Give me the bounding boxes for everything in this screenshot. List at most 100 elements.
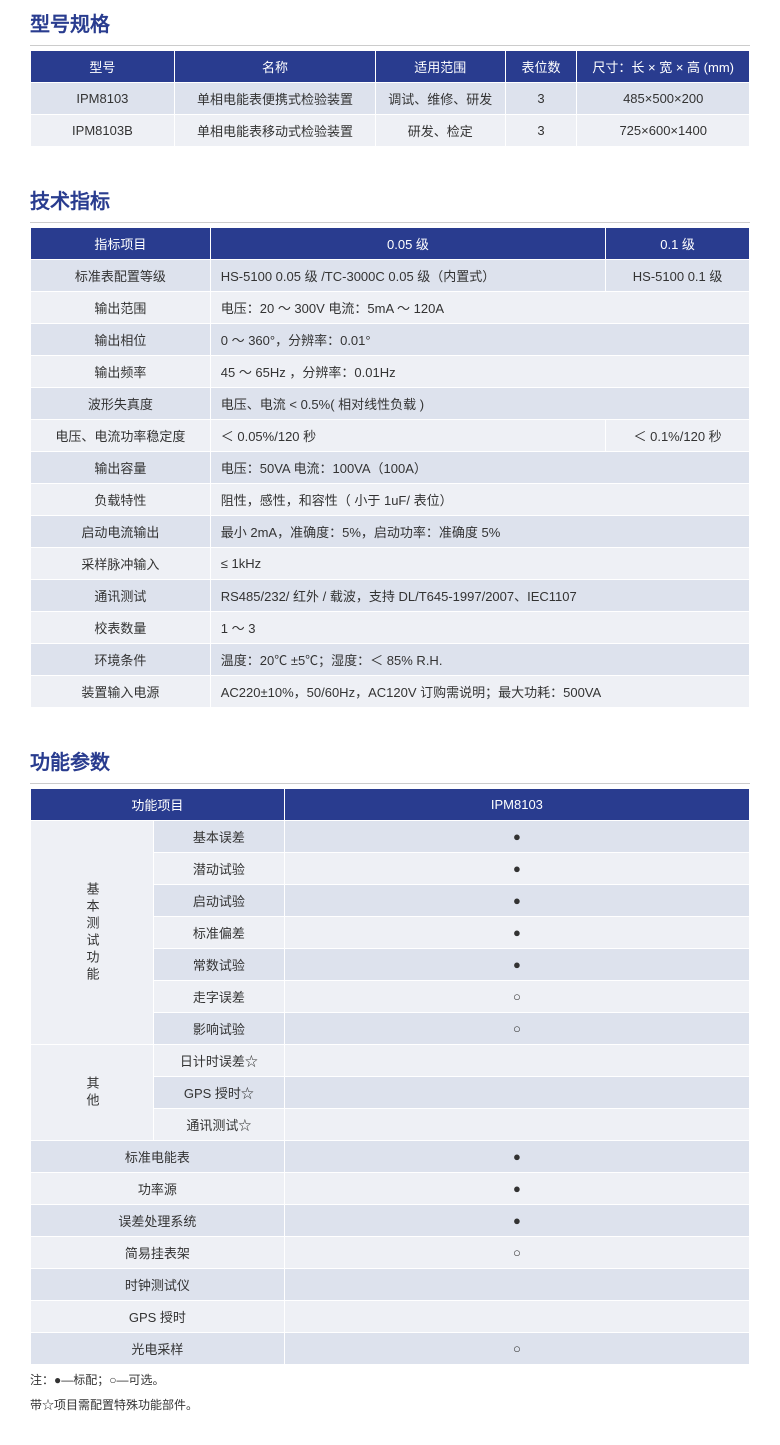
function-label: 功率源 (31, 1173, 285, 1205)
spec-value: RS485/232/ 红外 / 载波，支持 DL/T645-1997/2007、… (210, 580, 749, 612)
table-cell: 单相电能表便携式检验装置 (174, 83, 375, 115)
function-mark: ● (284, 1173, 749, 1205)
section-title-models: 型号规格 (30, 0, 750, 46)
spec-label: 电压、电流功率稳定度 (31, 420, 211, 452)
spec-label: 输出频率 (31, 356, 211, 388)
function-label: 光电采样 (31, 1333, 285, 1365)
spec-value: HS-5100 0.05 级 /TC-3000C 0.05 级（内置式） (210, 260, 605, 292)
function-mark: ○ (284, 1013, 749, 1045)
specs-h0: 指标项目 (31, 228, 211, 260)
table-cell: 研发、检定 (376, 115, 505, 147)
table-row: 装置输入电源AC220±10%，50/60Hz，AC120V 订购需说明；最大功… (31, 676, 750, 708)
models-h4: 尺寸：长 × 宽 × 高 (mm) (577, 51, 750, 83)
function-mark: ○ (284, 981, 749, 1013)
function-mark: ● (284, 949, 749, 981)
spec-value: 电压：50VA 电流：100VA（100A） (210, 452, 749, 484)
table-row: 光电采样○ (31, 1333, 750, 1365)
table-row: 环境条件温度：20℃ ±5℃；湿度：＜ 85% R.H. (31, 644, 750, 676)
specs-header-row: 指标项目 0.05 级 0.1 级 (31, 228, 750, 260)
spec-value: 电压、电流 < 0.5%( 相对线性负载 ) (210, 388, 749, 420)
table-cell: 调试、维修、研发 (376, 83, 505, 115)
function-mark: ● (284, 821, 749, 853)
function-mark: ● (284, 885, 749, 917)
table-cell: IPM8103B (31, 115, 175, 147)
models-header-row: 型号 名称 适用范围 表位数 尺寸：长 × 宽 × 高 (mm) (31, 51, 750, 83)
table-row: 输出频率45 ～ 65Hz ，分辨率：0.01Hz (31, 356, 750, 388)
spec-label: 波形失真度 (31, 388, 211, 420)
spec-label: 启动电流输出 (31, 516, 211, 548)
function-label: 启动试验 (154, 885, 285, 917)
function-label: 潜动试验 (154, 853, 285, 885)
function-mark (284, 1045, 749, 1077)
function-label: 常数试验 (154, 949, 285, 981)
spec-value: AC220±10%，50/60Hz，AC120V 订购需说明；最大功耗：500V… (210, 676, 749, 708)
section-models: 型号规格 型号 名称 适用范围 表位数 尺寸：长 × 宽 × 高 (mm) IP… (30, 0, 750, 147)
spec-label: 负载特性 (31, 484, 211, 516)
models-h3: 表位数 (505, 51, 577, 83)
spec-label: 标准表配置等级 (31, 260, 211, 292)
table-row: 标准电能表● (31, 1141, 750, 1173)
function-mark (284, 1109, 749, 1141)
spec-label: 环境条件 (31, 644, 211, 676)
spec-label: 采样脉冲输入 (31, 548, 211, 580)
table-row: 波形失真度电压、电流 < 0.5%( 相对线性负载 ) (31, 388, 750, 420)
function-mark (284, 1301, 749, 1333)
function-label: 影响试验 (154, 1013, 285, 1045)
function-label: 时钟测试仪 (31, 1269, 285, 1301)
function-mark: ○ (284, 1237, 749, 1269)
table-cell: 3 (505, 115, 577, 147)
section-functions: 功能参数 功能项目 IPM8103 基本测试功能基本误差●潜动试验●启动试验●标… (30, 738, 750, 1415)
spec-value: HS-5100 0.1 级 (606, 260, 750, 292)
function-mark (284, 1269, 749, 1301)
table-row: 输出容量电压：50VA 电流：100VA（100A） (31, 452, 750, 484)
table-cell: 3 (505, 83, 577, 115)
function-mark: ○ (284, 1333, 749, 1365)
functions-h1: IPM8103 (284, 789, 749, 821)
table-row: 电压、电流功率稳定度 ＜ 0.05%/120 秒＜ 0.1%/120 秒 (31, 420, 750, 452)
table-row: 时钟测试仪 (31, 1269, 750, 1301)
table-row: 简易挂表架○ (31, 1237, 750, 1269)
table-cell: IPM8103 (31, 83, 175, 115)
group-label: 基本测试功能 (31, 821, 154, 1045)
function-label: 标准偏差 (154, 917, 285, 949)
table-row: 采样脉冲输入≤ 1kHz (31, 548, 750, 580)
spec-value: 电压：20 ～ 300V 电流：5mA ～ 120A (210, 292, 749, 324)
spec-label: 通讯测试 (31, 580, 211, 612)
function-mark (284, 1077, 749, 1109)
function-mark: ● (284, 917, 749, 949)
table-row: GPS 授时 (31, 1301, 750, 1333)
section-specs: 技术指标 指标项目 0.05 级 0.1 级 标准表配置等级HS-5100 0.… (30, 177, 750, 708)
spec-label: 校表数量 (31, 612, 211, 644)
table-row: 负载特性阻性，感性，和容性（ 小于 1uF/ 表位） (31, 484, 750, 516)
models-h1: 名称 (174, 51, 375, 83)
spec-value: 1 ～ 3 (210, 612, 749, 644)
functions-header-row: 功能项目 IPM8103 (31, 789, 750, 821)
function-mark: ● (284, 853, 749, 885)
specs-table: 指标项目 0.05 级 0.1 级 标准表配置等级HS-5100 0.05 级 … (30, 227, 750, 708)
functions-h0: 功能项目 (31, 789, 285, 821)
spec-label: 输出容量 (31, 452, 211, 484)
models-h2: 适用范围 (376, 51, 505, 83)
spec-value: ＜ 0.05%/120 秒 (210, 420, 605, 452)
function-label: GPS 授时 (31, 1301, 285, 1333)
table-row: 其他日计时误差☆ (31, 1045, 750, 1077)
function-label: GPS 授时☆ (154, 1077, 285, 1109)
table-row: 启动电流输出最小 2mA，准确度：5%，启动功率：准确度 5% (31, 516, 750, 548)
models-h0: 型号 (31, 51, 175, 83)
section-title-specs: 技术指标 (30, 177, 750, 223)
functions-note2: 带☆项目需配置特殊功能部件。 (30, 1396, 750, 1415)
function-label: 标准电能表 (31, 1141, 285, 1173)
models-table: 型号 名称 适用范围 表位数 尺寸：长 × 宽 × 高 (mm) IPM8103… (30, 50, 750, 147)
function-label: 基本误差 (154, 821, 285, 853)
function-label: 通讯测试☆ (154, 1109, 285, 1141)
table-row: 功率源● (31, 1173, 750, 1205)
table-row: 通讯测试RS485/232/ 红外 / 载波，支持 DL/T645-1997/2… (31, 580, 750, 612)
table-row: IPM8103单相电能表便携式检验装置调试、维修、研发3485×500×200 (31, 83, 750, 115)
functions-note1: 注：●—标配；○—可选。 (30, 1371, 750, 1390)
group-label: 其他 (31, 1045, 154, 1141)
spec-value: ≤ 1kHz (210, 548, 749, 580)
function-mark: ● (284, 1205, 749, 1237)
table-row: IPM8103B单相电能表移动式检验装置研发、检定3725×600×1400 (31, 115, 750, 147)
section-title-functions: 功能参数 (30, 738, 750, 784)
table-row: 输出相位0 ～ 360°，分辨率：0.01° (31, 324, 750, 356)
